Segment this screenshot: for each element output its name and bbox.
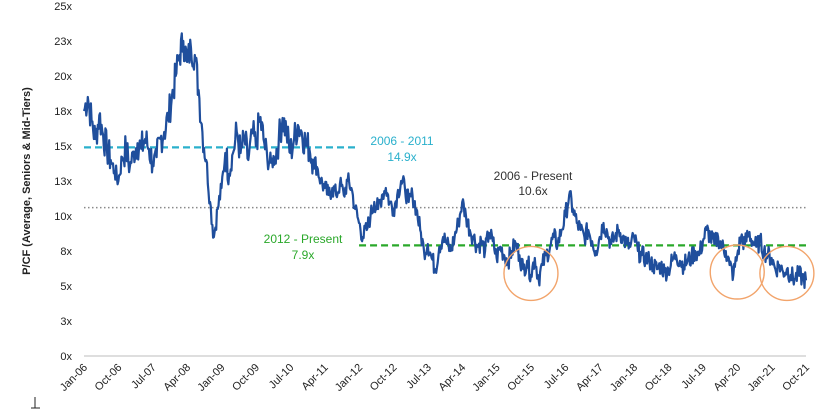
plot-area <box>82 32 815 357</box>
corner-glyph <box>31 397 40 409</box>
highlight-circle-2020-trough <box>709 244 765 300</box>
series-line-p-cf <box>82 32 808 289</box>
y-tick-3x: 3x <box>60 316 72 328</box>
y-tick-18x: 18x <box>54 106 72 118</box>
y-tick-15x: 15x <box>54 141 72 153</box>
x-tick-jan-21: Jan-21 <box>745 362 777 394</box>
x-tick-apr-20: Apr-20 <box>712 362 744 394</box>
annotation-2006-present-title: 2006 - Present <box>494 169 573 183</box>
y-tick-10x: 10x <box>54 211 72 223</box>
highlight-circles <box>503 244 815 302</box>
annotation-2006-2011: 2006 - 2011 14.9x <box>370 134 433 164</box>
y-tick-23x: 23x <box>54 36 72 48</box>
y-tick-0x: 0x <box>60 351 72 363</box>
x-tick-jan-06: Jan-06 <box>58 362 90 394</box>
highlight-circle-2015-trough <box>503 245 559 302</box>
y-tick-13x: 13x <box>54 176 72 188</box>
x-tick-oct-12: Oct-12 <box>368 362 400 394</box>
x-tick-jul-07: Jul-07 <box>129 362 159 392</box>
x-tick-apr-08: Apr-08 <box>161 362 193 394</box>
x-tick-jan-12: Jan-12 <box>333 362 365 394</box>
annotation-2006-2011-title: 2006 - 2011 <box>370 134 433 148</box>
reference-lines <box>84 146 806 247</box>
x-tick-jul-16: Jul-16 <box>542 362 572 392</box>
x-tick-jul-19: Jul-19 <box>679 362 709 392</box>
annotation-2006-present-value: 10.6x <box>518 184 547 198</box>
x-tick-jul-10: Jul-10 <box>267 362 297 392</box>
y-tick-25x: 25x <box>54 1 72 13</box>
annotation-2006-present: 2006 - Present 10.6x <box>494 169 573 198</box>
annotation-2006-2011-value: 14.9x <box>387 150 416 164</box>
x-tick-jul-13: Jul-13 <box>404 362 434 392</box>
y-tick-20x: 20x <box>54 71 72 83</box>
annotation-2012-present: 2012 - Present 7.9x <box>264 232 343 262</box>
y-tick-5x: 5x <box>60 281 72 293</box>
x-tick-apr-17: Apr-17 <box>574 362 606 394</box>
highlight-circle-2021-trough <box>759 245 815 302</box>
annotation-2012-present-title: 2012 - Present <box>264 232 343 246</box>
x-tick-oct-15: Oct-15 <box>505 362 537 394</box>
x-tick-oct-21: Oct-21 <box>780 362 812 394</box>
x-tick-apr-11: Apr-11 <box>300 362 331 393</box>
x-tick-apr-14: Apr-14 <box>436 362 468 394</box>
x-tick-jan-18: Jan-18 <box>608 362 640 394</box>
x-tick-oct-06: Oct-06 <box>93 362 125 394</box>
y-tick-8x: 8x <box>60 246 72 258</box>
x-axis-ticks: Jan-06 Oct-06 Jul-07 Apr-08 Jan-09 Oct-09 Jul-… <box>58 362 812 394</box>
annotation-2012-present-value: 7.9x <box>292 248 315 262</box>
x-tick-jan-15: Jan-15 <box>470 362 502 394</box>
y-axis-ticks: 0x 3x 5x 8x 10x 13x 15x 18x 20x 23x 25x <box>54 1 72 363</box>
x-tick-jan-09: Jan-09 <box>195 362 227 394</box>
y-axis-label: P/CF (Average, Seniors & Mid-Tiers) <box>21 87 33 275</box>
x-tick-oct-18: Oct-18 <box>643 362 675 394</box>
x-tick-oct-09: Oct-09 <box>230 362 262 394</box>
